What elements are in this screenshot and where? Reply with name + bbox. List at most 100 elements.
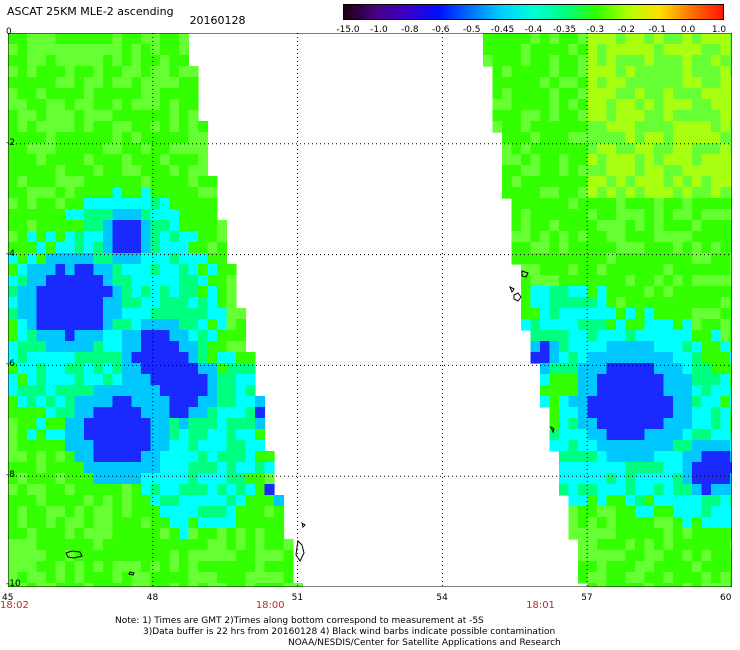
wind-cell [103, 352, 114, 364]
wind-cell [616, 583, 627, 587]
wind-cell [597, 330, 608, 342]
wind-cell [27, 275, 38, 287]
wind-cell [55, 176, 66, 188]
wind-cell [93, 484, 104, 496]
wind-cell [207, 308, 218, 320]
note-line-3: NOAA/NESDIS/Center for Satellite Applica… [288, 638, 561, 648]
wind-cell [701, 319, 712, 331]
wind-cell [84, 121, 95, 133]
wind-cell [673, 572, 684, 584]
wind-cell [93, 88, 104, 100]
wind-cell [578, 198, 589, 210]
wind-cell [8, 451, 19, 463]
latitude-tick-label: -2 [6, 137, 15, 148]
wind-cell [549, 99, 560, 111]
wind-cell [625, 319, 636, 331]
wind-cell [160, 506, 171, 518]
wind-cell [17, 44, 28, 56]
wind-cell [46, 275, 57, 287]
wind-cell [74, 506, 85, 518]
wind-cell [644, 176, 655, 188]
wind-cell [711, 363, 722, 375]
wind-cell [169, 330, 180, 342]
wind-cell [540, 209, 551, 221]
wind-cell [112, 561, 123, 573]
wind-cell [644, 264, 655, 276]
wind-cell [46, 517, 57, 529]
wind-cell [169, 253, 180, 265]
wind-cell [122, 385, 133, 397]
wind-cell [8, 187, 19, 199]
wind-cell [226, 561, 237, 573]
wind-cell [169, 462, 180, 474]
wind-cell [530, 297, 541, 309]
wind-cell [644, 517, 655, 529]
wind-cell [654, 374, 665, 386]
wind-cell [198, 462, 209, 474]
wind-cell [635, 561, 646, 573]
wind-cell [682, 154, 693, 166]
wind-cell [644, 418, 655, 430]
wind-cell [635, 297, 646, 309]
wind-cell [616, 363, 627, 375]
wind-cell [597, 33, 608, 45]
wind-cell [606, 77, 617, 89]
wind-cell [103, 297, 114, 309]
wind-cell [673, 550, 684, 562]
wind-cell [654, 385, 665, 397]
wind-cell [587, 561, 598, 573]
wind-cell [625, 440, 636, 452]
wind-cell [720, 330, 731, 342]
wind-cell [65, 308, 76, 320]
wind-cell [198, 176, 209, 188]
wind-cell [635, 440, 646, 452]
wind-cell [8, 297, 19, 309]
wind-cell [46, 440, 57, 452]
wind-cell [578, 429, 589, 441]
wind-cell [597, 319, 608, 331]
wind-cell [17, 440, 28, 452]
wind-cell [27, 550, 38, 562]
wind-cell [141, 99, 152, 111]
wind-cell [65, 121, 76, 133]
wind-cell [65, 407, 76, 419]
wind-cell [701, 132, 712, 144]
wind-cell [55, 550, 66, 562]
wind-cell [207, 198, 218, 210]
wind-cell [17, 319, 28, 331]
wind-cell [188, 407, 199, 419]
wind-cell [150, 352, 161, 364]
wind-cell [559, 77, 570, 89]
wind-cell [492, 88, 503, 100]
wind-cell [46, 451, 57, 463]
wind-cell [635, 583, 646, 587]
wind-cell [179, 242, 190, 254]
wind-cell [179, 198, 190, 210]
wind-cell [55, 396, 66, 408]
wind-cell [654, 407, 665, 419]
wind-cell [673, 462, 684, 474]
wind-cell [511, 209, 522, 221]
wind-cell [8, 440, 19, 452]
wind-cell [236, 418, 247, 430]
wind-cell [36, 539, 47, 551]
wind-cell [597, 66, 608, 78]
wind-cell [730, 77, 732, 89]
wind-cell [93, 132, 104, 144]
wind-cell [93, 187, 104, 199]
wind-cell [198, 440, 209, 452]
wind-cell [730, 341, 732, 353]
wind-cell [701, 517, 712, 529]
wind-cell [606, 528, 617, 540]
wind-cell [701, 561, 712, 573]
wind-cell [673, 473, 684, 485]
wind-cell [530, 308, 541, 320]
wind-cell [65, 143, 76, 155]
wind-cell [150, 341, 161, 353]
wind-cell [720, 495, 731, 507]
wind-cell [711, 319, 722, 331]
wind-cell [635, 231, 646, 243]
wind-cell [606, 352, 617, 364]
wind-cell [150, 319, 161, 331]
wind-cell [568, 418, 579, 430]
